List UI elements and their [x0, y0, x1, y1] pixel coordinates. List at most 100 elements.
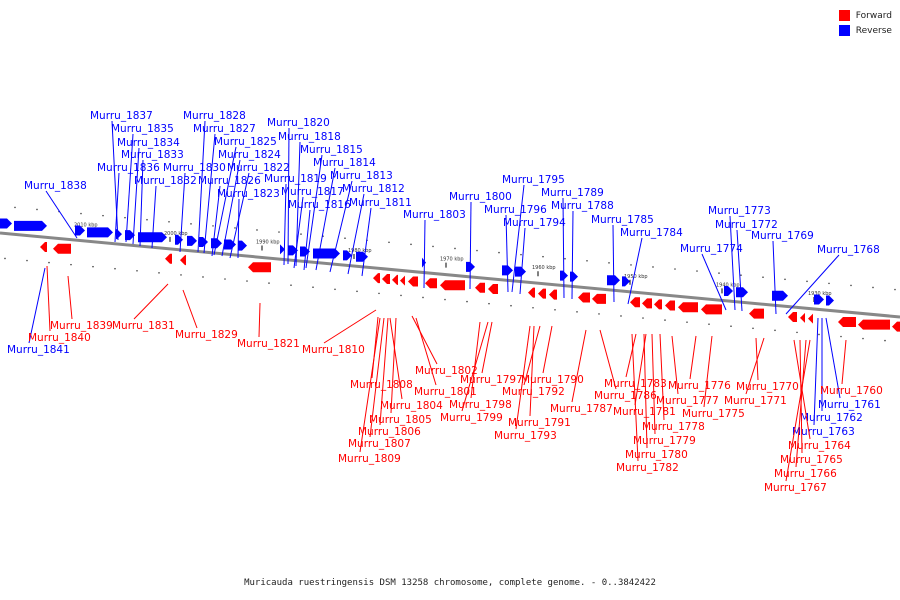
forward-gene-arrow	[180, 255, 186, 266]
position-dot	[146, 218, 148, 221]
gene-leader-line	[347, 193, 365, 275]
position-dot	[4, 257, 6, 260]
gene-leader-line	[213, 146, 237, 256]
position-dot	[850, 284, 852, 287]
position-dot	[234, 227, 236, 229]
gene-label: Murru_1788	[551, 200, 614, 212]
ruler-tick-label: 1990 kbp	[256, 239, 280, 245]
gene-leader-line	[46, 265, 51, 332]
ruler-tick-label: 1940 kbp	[716, 282, 740, 288]
position-dot	[190, 223, 192, 225]
gene-label: Murru_1817	[281, 186, 344, 198]
gene-leader-line	[132, 147, 140, 245]
gene-label: Murru_1765	[780, 454, 843, 466]
gene-label: Murru_1776	[668, 380, 731, 392]
gene-leader-line	[571, 329, 587, 403]
gene-label: Murru_1836	[97, 162, 160, 174]
position-dot	[642, 317, 644, 319]
ruler-tick-label: 1980 kbp	[348, 248, 372, 254]
gene-label: Murru_1840	[28, 332, 91, 344]
gene-leader-line	[415, 317, 437, 386]
gene-leader-line	[515, 325, 531, 430]
gene-leader-line	[379, 317, 389, 426]
gene-leader-line	[303, 209, 311, 271]
gene-leader-line	[562, 197, 565, 299]
forward-gene-arrow	[800, 312, 805, 323]
forward-gene-arrow	[53, 243, 71, 254]
gene-label: Murru_1798	[449, 399, 512, 411]
gene-label: Murru_1819	[264, 173, 327, 185]
reverse-gene-arrow	[343, 250, 352, 261]
position-dot	[872, 286, 874, 289]
forward-swatch	[838, 10, 850, 21]
gene-label: Murru_1830	[163, 162, 226, 174]
gene-label: Murru_1762	[800, 412, 863, 424]
position-dot	[268, 282, 270, 284]
position-dot	[862, 337, 864, 340]
position-dot	[80, 212, 82, 215]
gene-leader-line	[323, 309, 377, 344]
forward-gene-arrow	[528, 287, 535, 298]
gene-label: Murru_1786	[594, 390, 657, 402]
forward-gene-arrow	[678, 302, 698, 313]
position-dot	[344, 237, 346, 239]
gene-label: Murru_1834	[117, 137, 180, 149]
position-dot	[202, 276, 204, 278]
gene-label: Murru_1778	[642, 421, 705, 433]
gene-leader-line	[179, 172, 186, 253]
gene-leader-line	[305, 154, 323, 269]
reverse-gene-arrow	[187, 235, 197, 246]
position-dot	[422, 296, 424, 299]
position-dot	[708, 323, 710, 325]
position-dot	[696, 270, 698, 272]
forward-gene-arrow	[392, 274, 398, 285]
gene-label: Murru_1782	[616, 462, 679, 474]
gene-label: Murru_1783	[604, 378, 667, 390]
gene-leader-line	[571, 210, 574, 300]
position-dot	[400, 294, 402, 297]
gene-leader-line	[221, 159, 241, 257]
gene-leader-line	[133, 283, 169, 320]
gene-leader-line	[125, 133, 134, 243]
gene-leader-line	[505, 214, 509, 293]
gene-leader-line	[182, 289, 198, 329]
position-dot	[542, 255, 544, 258]
gene-label: Murru_1809	[338, 453, 401, 465]
reverse-gene-arrow	[300, 246, 310, 257]
position-dot	[686, 321, 688, 323]
gene-leader-line	[111, 120, 119, 241]
gene-leader-line	[283, 183, 287, 266]
gene-leader-line	[237, 198, 240, 259]
gene-label: Murru_1831	[112, 320, 175, 332]
gene-label: Murru_1801	[414, 386, 477, 398]
position-dot	[48, 261, 50, 264]
gene-leader-line	[736, 229, 743, 312]
position-dot	[796, 331, 798, 334]
position-dot	[334, 288, 336, 291]
position-dot	[664, 319, 666, 321]
gene-leader-line	[799, 339, 803, 454]
position-dot	[454, 247, 456, 250]
gene-label: Murru_1821	[237, 338, 300, 350]
gene-leader-line	[369, 317, 385, 438]
gene-leader-line	[643, 333, 648, 449]
gene-label: Murru_1827	[193, 123, 256, 135]
gene-label: Murru_1774	[680, 243, 743, 255]
ruler-tick-label: 1970 kbp	[440, 257, 464, 263]
forward-gene-arrow	[248, 262, 271, 273]
gene-leader-line	[45, 190, 78, 239]
gene-leader-line	[612, 224, 615, 303]
position-dot	[532, 306, 534, 309]
gene-leader-line	[359, 317, 381, 453]
position-dot	[102, 214, 104, 217]
gene-leader-line	[599, 329, 617, 390]
position-dot	[466, 300, 468, 303]
position-dot	[290, 284, 292, 286]
gene-label: Murru_1773	[708, 205, 771, 217]
gene-label: Murru_1806	[358, 426, 421, 438]
position-dot	[180, 274, 182, 276]
gene-leader-line	[841, 339, 847, 385]
gene-label: Murru_1764	[788, 440, 851, 452]
gene-leader-line	[785, 339, 811, 482]
position-dot	[586, 259, 588, 262]
